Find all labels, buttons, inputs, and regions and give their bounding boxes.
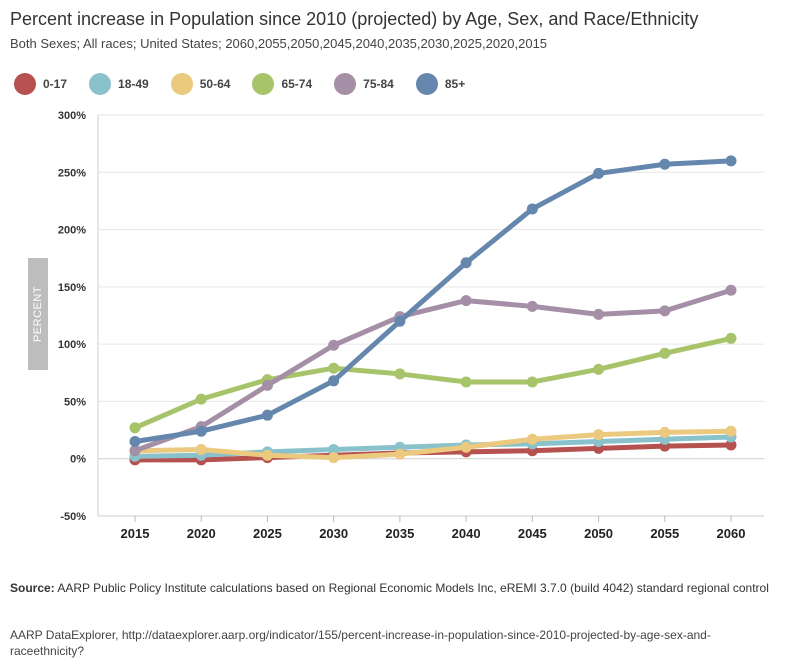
legend-swatch-icon — [89, 73, 112, 95]
data-point-75-84 — [659, 305, 671, 317]
data-point-65-74 — [460, 376, 472, 388]
data-point-50-64 — [725, 425, 737, 437]
data-point-50-64 — [195, 444, 207, 456]
data-point-50-64 — [328, 452, 340, 464]
legend-swatch-icon — [14, 73, 36, 95]
legend-swatch-icon — [415, 73, 438, 95]
legend-label: 85+ — [444, 77, 466, 91]
y-tick-label: 50% — [64, 396, 86, 408]
x-tick-label: 2020 — [187, 526, 216, 541]
x-tick-label: 2060 — [717, 526, 746, 541]
data-point-75-84 — [593, 308, 605, 320]
data-point-50-64 — [526, 433, 538, 445]
legend-swatch-icon — [252, 73, 275, 95]
data-point-18-49 — [328, 444, 340, 456]
chart-title: Percent increase in Population since 201… — [10, 9, 699, 29]
data-point-75-84 — [129, 445, 141, 457]
legend-label: 75-84 — [363, 77, 394, 91]
y-tick-label: 200% — [58, 225, 86, 237]
data-point-0-17 — [725, 439, 737, 451]
y-axis-label-box: PERCENT — [28, 258, 48, 370]
data-point-65-74 — [394, 368, 406, 380]
line-chart: -50% 0% 50% 100% 150% 200% 250% 300% 2015 2020 202… — [58, 110, 764, 541]
series-line-50-64 — [132, 428, 734, 461]
x-tick-label: 2030 — [319, 526, 348, 541]
y-tick-label: 150% — [58, 282, 86, 294]
y-tick-label: -50% — [60, 511, 86, 523]
data-point-50-64 — [394, 448, 406, 460]
data-point-75-84 — [261, 379, 273, 391]
legend-item-65-74[interactable]: 65-74 — [252, 73, 312, 95]
y-tick-label: 300% — [58, 110, 86, 122]
data-point-75-84 — [526, 300, 538, 312]
series-line-75-84 — [132, 287, 734, 454]
data-point-65-74 — [725, 332, 737, 344]
data-point-75-84 — [460, 295, 472, 307]
legend-label: 18-49 — [118, 77, 149, 91]
data-point-85-plus — [195, 425, 207, 437]
x-tick-label: 2025 — [253, 526, 282, 541]
series-line-85-plus — [132, 158, 734, 445]
data-point-85-plus — [593, 167, 605, 179]
y-tick-label: 100% — [58, 339, 86, 351]
data-point-85-plus — [460, 257, 472, 269]
x-tick-label: 2050 — [584, 526, 613, 541]
data-point-85-plus — [725, 155, 737, 167]
chart-subtitle: Both Sexes; All races; United States; 20… — [10, 36, 548, 51]
legend-item-85-plus[interactable]: 85+ — [415, 73, 466, 95]
data-point-75-84 — [328, 339, 340, 351]
y-tick-label: 250% — [58, 167, 86, 179]
data-point-65-74 — [659, 347, 671, 359]
legend-item-0-17[interactable]: 0-17 — [14, 73, 67, 95]
legend-label: 0-17 — [43, 77, 68, 91]
source-label: Source: — [10, 581, 55, 595]
data-point-65-74 — [129, 422, 141, 434]
legend-item-50-64[interactable]: 50-64 — [170, 73, 231, 95]
source-text: AARP Public Policy Institute calculation… — [57, 581, 769, 595]
data-point-85-plus — [526, 203, 538, 215]
legend-label: 50-64 — [199, 77, 231, 91]
legend-item-75-84[interactable]: 75-84 — [334, 73, 394, 95]
y-tick-label: 0% — [70, 454, 86, 466]
data-point-50-64 — [261, 449, 273, 461]
legend-swatch-icon — [170, 73, 193, 95]
data-point-75-84 — [725, 284, 737, 296]
data-point-65-74 — [328, 362, 340, 374]
data-point-65-74 — [195, 393, 207, 405]
data-point-50-64 — [593, 429, 605, 441]
x-tick-label: 2055 — [650, 526, 679, 541]
x-tick-label: 2015 — [121, 526, 150, 541]
legend-label: 65-74 — [281, 77, 313, 91]
legend-item-18-49[interactable]: 18-49 — [89, 73, 149, 95]
source-link[interactable]: AARP DataExplorer, http://dataexplorer.a… — [10, 628, 711, 658]
legend: 0-17 18-49 50-64 65-74 75-84 85+ — [14, 72, 487, 96]
data-point-65-74 — [593, 363, 605, 375]
data-point-85-plus — [328, 375, 340, 387]
data-point-65-74 — [526, 376, 538, 388]
legend-swatch-icon — [334, 73, 357, 95]
series-line-65-74 — [132, 335, 734, 431]
x-tick-label: 2035 — [385, 526, 414, 541]
x-tick-label: 2045 — [518, 526, 547, 541]
x-tick-label: 2040 — [452, 526, 481, 541]
data-point-85-plus — [394, 315, 406, 327]
data-point-85-plus — [659, 158, 671, 170]
data-point-85-plus — [129, 436, 141, 448]
data-point-50-64 — [460, 441, 472, 453]
data-point-85-plus — [261, 409, 273, 421]
data-point-50-64 — [659, 426, 671, 438]
source-note: Source: AARP Public Policy Institute cal… — [10, 581, 769, 595]
